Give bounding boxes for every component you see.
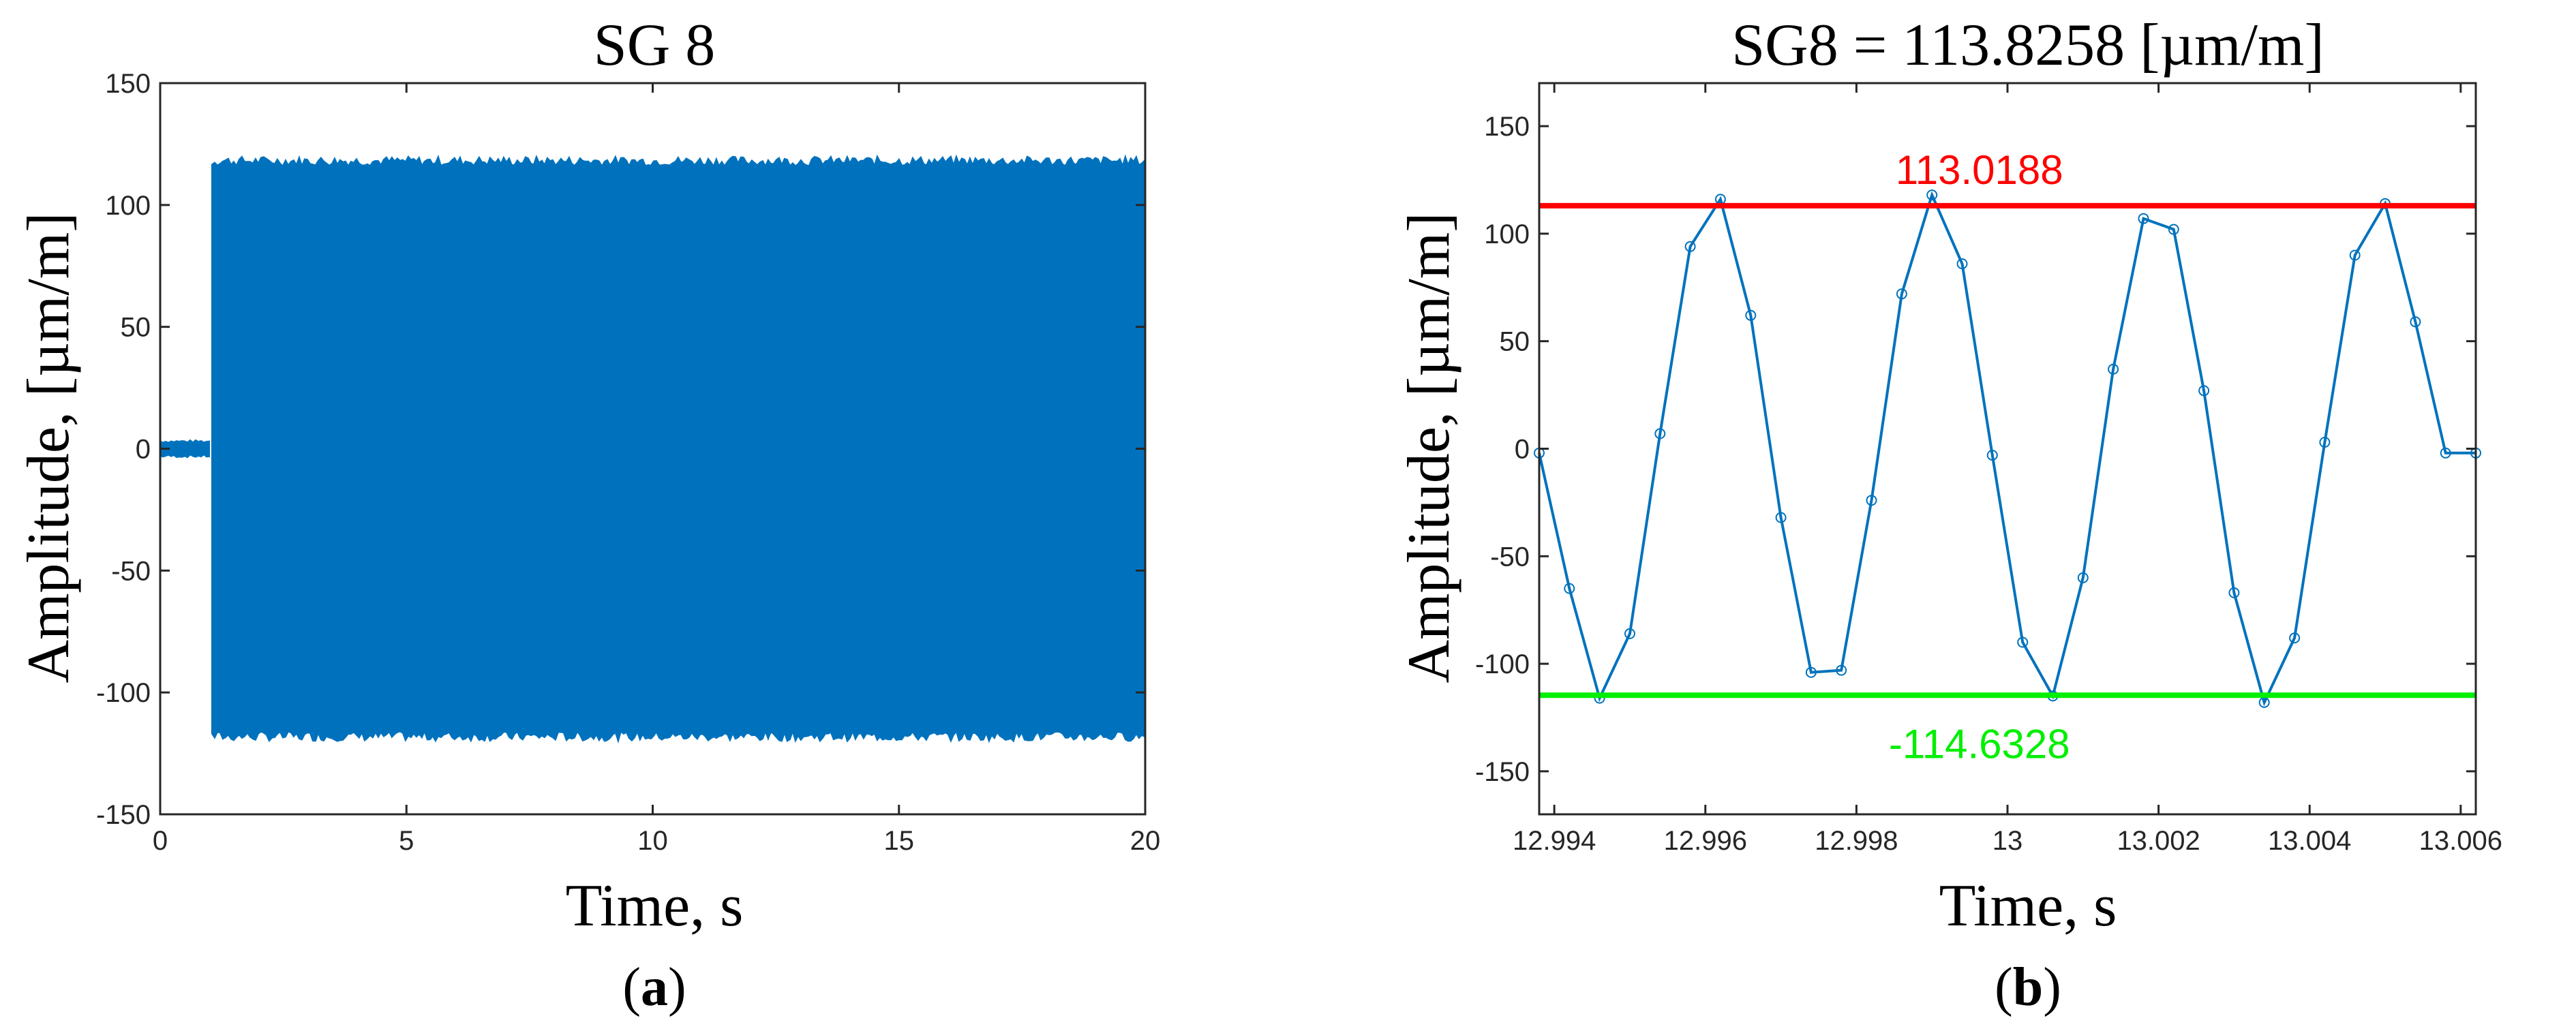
chart-b-y-axis-label: Amplitude, [µm/m] xyxy=(1396,212,1462,683)
chart-b-data-point xyxy=(2138,213,2149,224)
chart-b-y-tick-label: 0 xyxy=(1515,435,1530,465)
chart-a-title: SG 8 xyxy=(594,12,716,78)
chart-b-data-point xyxy=(1805,666,1817,678)
chart-a-x-tick-label: 0 xyxy=(153,826,168,856)
chart-b-data-point xyxy=(2077,572,2089,583)
chart-b-x-tick-label: 12.994 xyxy=(1513,826,1596,856)
chart-a: SG 8 0 5 10 15 20 -150 -100 -50 0 50 100 150 Time, … xyxy=(16,12,1160,1017)
chart-b-data-point xyxy=(1926,189,1938,201)
chart-b-y-tick-label: -150 xyxy=(1475,757,1530,787)
chart-b-series xyxy=(1534,189,2481,708)
chart-b-y-tick-label: 150 xyxy=(1484,112,1530,142)
chart-b-x-tick-label: 13.006 xyxy=(2419,826,2502,856)
chart-b-data-point xyxy=(1775,512,1787,523)
chart-a-x-tick-label: 20 xyxy=(1130,826,1161,856)
chart-b-data-point xyxy=(2349,249,2361,261)
chart-b-panel-label-group: (b) xyxy=(1995,957,2061,1017)
chart-a-panel-label-group: (a) xyxy=(622,957,686,1017)
chart-b-data-point xyxy=(2410,316,2421,328)
chart-b-reference-lines: 113.0188 -114.6328 xyxy=(1539,147,2476,767)
chart-b-y-tick-label: 100 xyxy=(1484,219,1530,249)
chart-b-plot-frame xyxy=(1538,82,2477,816)
chart-b-x-tick-label: 13.004 xyxy=(2268,826,2351,856)
chart-b-data-point xyxy=(1745,309,1757,321)
chart-a-y-tick-label: 50 xyxy=(121,313,151,343)
chart-b-data-point xyxy=(2108,363,2119,375)
chart-a-y-tick-label: 150 xyxy=(105,69,151,99)
chart-a-series-segment xyxy=(160,439,210,459)
chart-b-reference-label: -114.6328 xyxy=(1889,721,2070,767)
chart-b-reference-label: 113.0188 xyxy=(1896,147,2063,193)
chart-a-y-tick-label: -100 xyxy=(96,678,151,708)
chart-b-data-point xyxy=(2289,632,2301,644)
chart-b-y-tick-label: -100 xyxy=(1475,649,1530,679)
chart-a-y-tick-label: 0 xyxy=(136,435,151,465)
chart-b-data-point xyxy=(1836,664,1847,676)
chart-a-x-tick-label: 15 xyxy=(884,826,915,856)
chart-b-x-tick-label: 12.998 xyxy=(1815,826,1898,856)
chart-b-data-point xyxy=(1896,288,1907,300)
chart-b-x-tick-label: 13.002 xyxy=(2117,826,2200,856)
chart-a-y-tick-label: -150 xyxy=(96,800,151,830)
chart-a-y-tick-label: 100 xyxy=(105,191,151,221)
chart-b-data-point xyxy=(1956,258,1968,270)
chart-a-y-tick-label: -50 xyxy=(111,556,151,586)
chart-b-x-tick-label: 13 xyxy=(1992,826,2023,856)
chart-a-y-axis-label: Amplitude, [µm/m] xyxy=(16,212,82,683)
chart-b-panel-label: b xyxy=(2013,957,2044,1017)
chart-b-data-point xyxy=(2198,385,2210,397)
chart-a-x-tick-label: 10 xyxy=(637,826,668,856)
chart-b-title: SG8 = 113.8258 [µm/m] xyxy=(1731,12,2324,78)
chart-b-ticks: 12.994 12.996 12.998 13 13.002 13.004 13.006 -1… xyxy=(1475,83,2502,856)
chart-b-x-axis-label: Time, s xyxy=(1939,873,2117,939)
chart-b-data-point xyxy=(1986,450,1998,461)
chart-b-data-point xyxy=(2168,224,2179,235)
chart-b-y-tick-label: 50 xyxy=(1500,327,1530,357)
chart-b-data-point xyxy=(2440,447,2451,459)
chart-a-panel-label: a xyxy=(641,957,668,1017)
chart-a-series xyxy=(160,154,1145,744)
chart-a-x-axis-label: Time, s xyxy=(566,873,744,939)
chart-b: SG8 = 113.8258 [µm/m] 113.0188-114.6328 … xyxy=(1396,12,2502,1017)
chart-b-data-point xyxy=(1684,241,1696,252)
chart-b-y-tick-label: -50 xyxy=(1490,542,1530,572)
chart-b-x-tick-label: 12.996 xyxy=(1664,826,1747,856)
chart-b-series-line xyxy=(1538,191,2476,707)
chart-b-data-point xyxy=(1654,428,1666,440)
chart-b-data-point xyxy=(2017,636,2029,648)
chart-b-data-point xyxy=(2228,587,2240,598)
chart-b-data-point xyxy=(1866,495,1877,506)
chart-a-x-tick-label: 5 xyxy=(399,826,414,856)
chart-b-data-point xyxy=(2319,437,2331,448)
chart-a-ticks: 0 5 10 15 20 -150 -100 -50 0 50 100 150 xyxy=(96,69,1160,856)
chart-a-series-segment xyxy=(211,154,1145,744)
chart-b-data-point xyxy=(1564,583,1575,594)
chart-b-data-point xyxy=(1624,628,1635,639)
